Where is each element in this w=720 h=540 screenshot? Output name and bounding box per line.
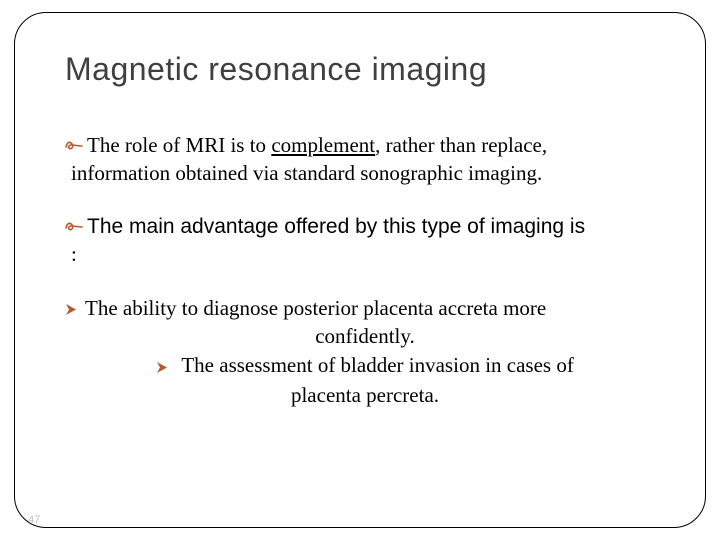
arrow-icon bbox=[65, 303, 85, 320]
sub-bullet-2: The assessment of bladder invasion in ca… bbox=[65, 352, 665, 380]
bullet-continuation: information obtained via standard sonogr… bbox=[71, 160, 665, 188]
bullet-text: The main advantage offered by this type … bbox=[87, 213, 665, 241]
sub-bullet-text: The assessment of bladder invasion in ca… bbox=[181, 353, 573, 377]
text-post: , rather than replace, bbox=[375, 133, 547, 157]
text-pre: The role of MRI is to bbox=[87, 133, 271, 157]
bullet-line: The role of MRI is to complement, rather… bbox=[65, 132, 665, 160]
bullet-item-1: The role of MRI is to complement, rather… bbox=[65, 132, 665, 187]
bullet-continuation: : bbox=[71, 241, 665, 269]
sub-bullet-text: The ability to diagnose posterior placen… bbox=[85, 295, 665, 323]
scribble-icon bbox=[65, 219, 87, 239]
bullet-text: The role of MRI is to complement, rather… bbox=[87, 132, 665, 160]
bullet-line: The main advantage offered by this type … bbox=[65, 213, 665, 241]
text-underlined: complement bbox=[271, 133, 375, 157]
sub-bullet-list: The ability to diagnose posterior placen… bbox=[65, 295, 665, 410]
slide-title: Magnetic resonance imaging bbox=[65, 51, 665, 88]
page-number: 47 bbox=[28, 514, 40, 526]
arrow-icon bbox=[156, 358, 173, 375]
scribble-icon bbox=[65, 138, 87, 158]
slide-frame: Magnetic resonance imaging The role of M… bbox=[14, 12, 706, 528]
sub-bullet-1: The ability to diagnose posterior placen… bbox=[65, 295, 665, 323]
sub-bullet-2-cont: placenta percreta. bbox=[65, 382, 665, 410]
sub-bullet-1-cont: confidently. bbox=[65, 323, 665, 351]
bullet-item-2: The main advantage offered by this type … bbox=[65, 213, 665, 268]
